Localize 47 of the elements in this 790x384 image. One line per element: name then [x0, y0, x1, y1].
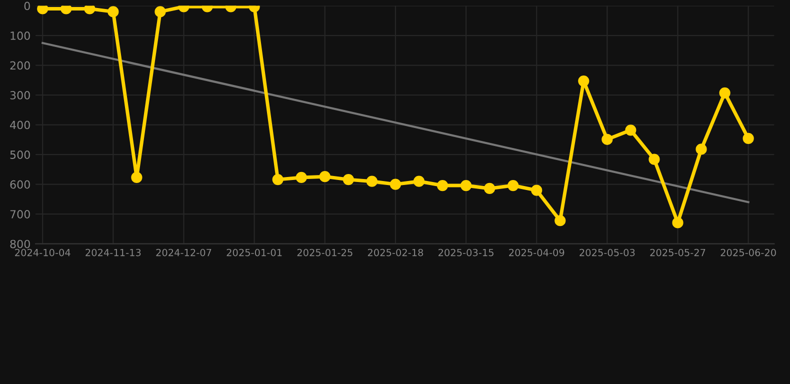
- point: [578, 75, 590, 87]
- point: [131, 172, 142, 184]
- point: [272, 174, 284, 186]
- x-tick-label: 2025-05-03: [580, 248, 635, 256]
- x-tick-label: 2024-11-13: [86, 248, 141, 256]
- point: [672, 217, 684, 228]
- y-tick-label: 500: [10, 150, 30, 159]
- point: [413, 176, 425, 187]
- y-tick-label: 600: [10, 180, 30, 189]
- point: [60, 6, 72, 14]
- x-tick-label: 2024-12-07: [156, 248, 212, 256]
- point: [742, 132, 754, 144]
- y-tick-label: 400: [10, 120, 30, 130]
- x-tick-label: 2025-06-20: [720, 248, 776, 256]
- point: [554, 215, 566, 226]
- y-tick-label: 100: [10, 31, 30, 40]
- y-tick-label: 200: [10, 61, 30, 70]
- point: [366, 176, 378, 187]
- x-tick-label: 2025-01-01: [226, 248, 282, 256]
- point: [84, 6, 96, 14]
- y-tick-label: 700: [10, 210, 30, 218]
- x-tick-label: 2025-04-09: [509, 248, 564, 256]
- point: [508, 180, 519, 192]
- point: [602, 134, 613, 145]
- point: [436, 180, 448, 192]
- point: [696, 144, 707, 155]
- x-tick-label: 2025-01-25: [297, 248, 352, 256]
- point: [319, 171, 330, 182]
- point: [625, 124, 636, 136]
- y-tick-label: 800: [10, 240, 30, 248]
- point: [108, 6, 119, 18]
- x-tick-label: 2024-10-04: [15, 248, 70, 256]
- point: [154, 6, 166, 18]
- point: [531, 184, 542, 196]
- x-tick-label: 2025-02-18: [368, 248, 424, 256]
- x-tick-label: 2025-03-15: [438, 248, 494, 256]
- point: [648, 154, 660, 165]
- point: [342, 174, 354, 186]
- point: [484, 182, 496, 194]
- point: [390, 178, 402, 190]
- point: [37, 6, 48, 14]
- y-tick-label: 0: [24, 2, 30, 10]
- point: [460, 180, 472, 192]
- point: [719, 87, 730, 99]
- point: [296, 172, 307, 184]
- y-tick-label: 300: [10, 91, 30, 100]
- x-tick-label: 2025-05-27: [650, 248, 706, 256]
